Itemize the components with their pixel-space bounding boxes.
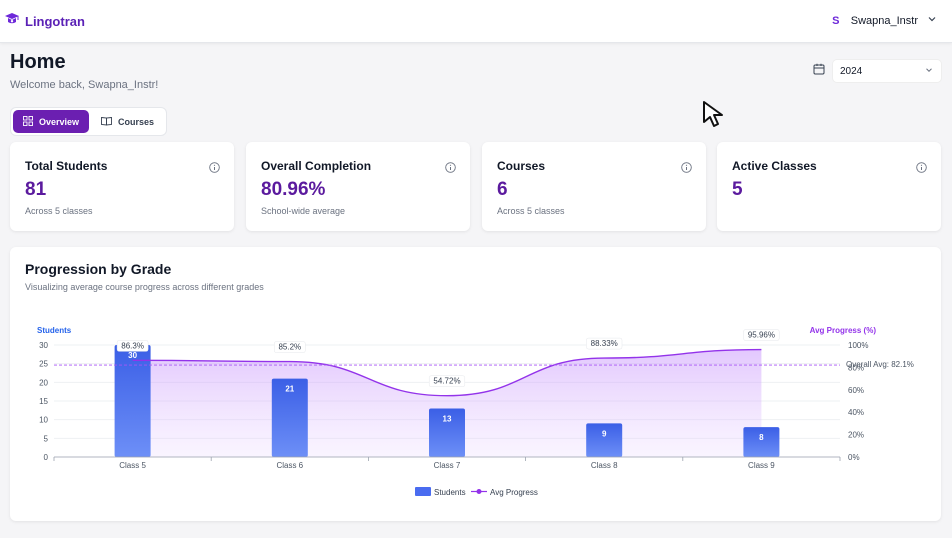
legend-swatch-avg-progress-dot xyxy=(476,489,482,494)
y-tick-left: 5 xyxy=(44,434,49,443)
welcome-message: Welcome back, Swapna_Instr! xyxy=(10,79,159,91)
line-value-label: 85.2% xyxy=(278,343,301,352)
y-tick-left: 20 xyxy=(39,378,48,387)
progression-chart: 0 5 10 15 20 25 30 0% 20% 40% 60% 80% 100% Students Av… xyxy=(37,326,914,497)
bar-value-label: 9 xyxy=(602,429,607,438)
overall-average-label: Overall Avg: 82.1% xyxy=(846,360,914,369)
stat-card-title: Total Students xyxy=(25,159,108,173)
stat-card-subtext: Across 5 classes xyxy=(497,206,565,216)
stat-card-value: 80.96% xyxy=(261,179,326,200)
top-bar: Lingotran S Swapna_Instr xyxy=(0,0,952,43)
chart-subtitle: Visualizing average course progress acro… xyxy=(25,282,264,292)
page-title: Home xyxy=(10,51,66,73)
app-name: Lingotran xyxy=(25,14,85,29)
user-menu[interactable]: S Swapna_Instr xyxy=(829,13,938,28)
year-select[interactable]: 2024 xyxy=(833,60,941,82)
y-tick-left: 30 xyxy=(39,341,48,350)
grid-icon xyxy=(23,115,33,128)
bar-value-label: 21 xyxy=(285,385,294,394)
stat-card-overall-completion: Overall Completion 80.96% School-wide av… xyxy=(246,142,470,231)
bar-value-label: 13 xyxy=(443,414,452,423)
legend-swatch-students xyxy=(415,487,431,496)
calendar-icon xyxy=(813,62,825,80)
x-tick-label: Class 9 xyxy=(748,461,775,470)
info-icon[interactable] xyxy=(209,160,220,178)
line-value-label-bg xyxy=(586,337,623,350)
info-icon[interactable] xyxy=(916,160,927,178)
stat-card-title: Overall Completion xyxy=(261,159,372,173)
line-value-label-bg xyxy=(428,375,466,387)
progression-chart-card: Progression by Grade Visualizing average… xyxy=(10,247,941,521)
y-tick-right: 80% xyxy=(848,363,864,372)
view-tabs: Overview Courses xyxy=(10,107,168,136)
stat-card-total-students: Total Students 81 Across 5 classes xyxy=(10,142,234,231)
line-value-label: 54.72% xyxy=(433,377,460,386)
year-select-value: 2024 xyxy=(840,65,863,77)
bar-value-label: 30 xyxy=(128,351,137,360)
y-tick-right: 100% xyxy=(848,341,868,350)
chevron-down-icon xyxy=(926,13,938,28)
line-value-label: 95.96% xyxy=(748,331,775,340)
mouse-cursor-icon xyxy=(701,100,729,135)
user-name: Swapna_Instr xyxy=(850,14,918,27)
stat-card-value: 81 xyxy=(25,179,47,200)
bar-students xyxy=(271,378,308,457)
line-value-label-bg xyxy=(274,341,306,353)
avatar: S xyxy=(832,14,840,27)
info-icon[interactable] xyxy=(681,160,692,178)
legend-label-students: Students xyxy=(434,488,466,497)
book-icon xyxy=(101,116,112,128)
x-tick-label: Class 5 xyxy=(119,461,146,470)
x-tick-label: Class 6 xyxy=(276,461,303,470)
chevron-down-icon xyxy=(924,65,934,78)
y-axis-label-right: Avg Progress (%) xyxy=(810,326,877,335)
x-tick-label: Class 8 xyxy=(591,461,618,470)
y-tick-right: 40% xyxy=(848,408,864,417)
y-tick-left: 15 xyxy=(39,397,48,406)
bar-students xyxy=(429,408,465,457)
tab-courses[interactable]: Courses xyxy=(91,110,164,133)
tab-overview-label: Overview xyxy=(39,116,80,127)
stat-card-courses: Courses 6 Across 5 classes xyxy=(482,142,706,231)
y-tick-left: 10 xyxy=(39,416,48,425)
graduation-cap-icon xyxy=(4,11,20,32)
stat-card-value: 6 xyxy=(497,179,508,200)
legend-label-avg-progress: Avg Progress xyxy=(490,488,538,497)
chart-title: Progression by Grade xyxy=(25,261,172,277)
x-tick-label: Class 7 xyxy=(434,461,461,470)
stat-card-subtext: Across 5 classes xyxy=(25,206,93,216)
stat-card-active-classes: Active Classes 5 xyxy=(717,142,941,231)
line-value-label: 86.3% xyxy=(121,341,144,350)
y-tick-left: 0 xyxy=(44,453,49,462)
line-value-label: 88.33% xyxy=(591,339,618,348)
brand[interactable]: Lingotran xyxy=(4,11,85,32)
bar-students xyxy=(114,345,151,457)
y-tick-right: 60% xyxy=(848,386,864,395)
y-axis-label-left: Students xyxy=(37,326,72,335)
stat-card-title: Active Classes xyxy=(732,159,817,173)
info-icon[interactable] xyxy=(445,160,456,178)
line-value-label-bg xyxy=(743,329,780,341)
y-tick-right: 20% xyxy=(848,431,864,440)
line-value-label-bg xyxy=(116,340,149,352)
y-tick-right: 0% xyxy=(848,453,860,462)
progress-line xyxy=(132,348,762,397)
stat-card-value: 5 xyxy=(732,179,743,200)
bar-students xyxy=(743,427,780,457)
tab-courses-label: Courses xyxy=(118,116,155,127)
bar-students xyxy=(586,423,623,457)
tab-overview[interactable]: Overview xyxy=(13,110,90,133)
year-filter: 2024 xyxy=(813,60,941,82)
stat-card-subtext: School-wide average xyxy=(261,206,346,216)
stat-card-title: Courses xyxy=(497,159,546,173)
bar-value-label: 8 xyxy=(759,433,764,442)
y-tick-left: 25 xyxy=(39,360,48,369)
